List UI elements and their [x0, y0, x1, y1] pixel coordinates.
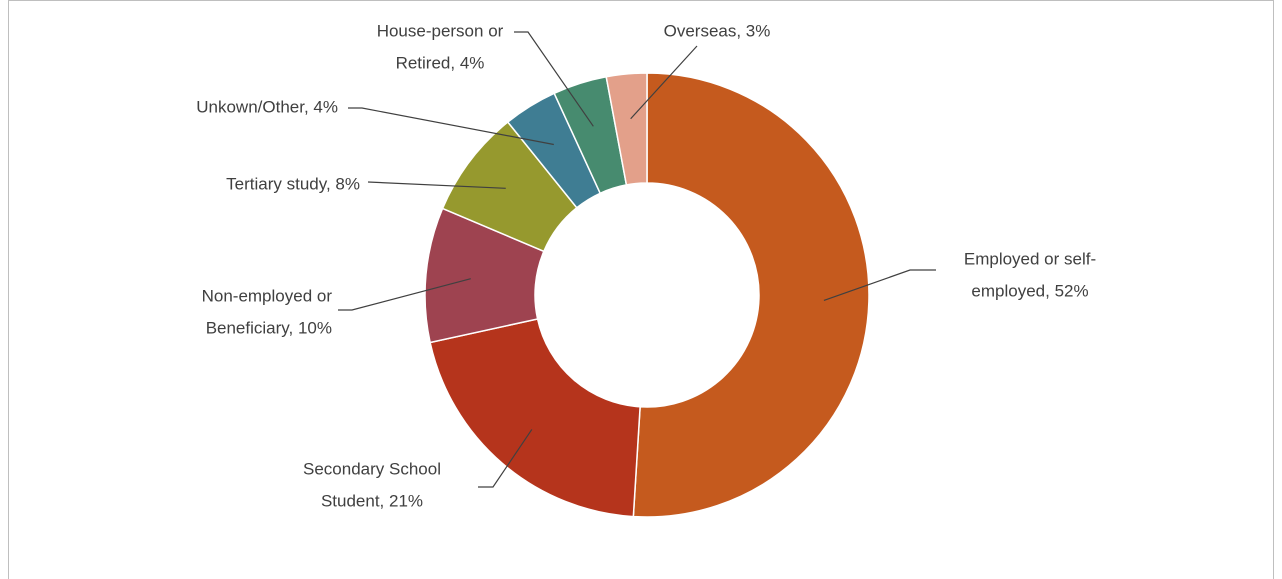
- data-label: Student, 21%: [321, 491, 423, 510]
- donut-slice: [605, 72, 648, 186]
- leader-line: [630, 45, 698, 120]
- leader-line: [478, 429, 533, 488]
- data-label: Secondary School: [303, 459, 441, 478]
- donut-slice: [632, 72, 870, 518]
- donut-slice: [429, 318, 641, 518]
- data-label: Unkown/Other, 4%: [196, 97, 338, 116]
- leader-line: [514, 31, 594, 127]
- leader-line: [823, 269, 936, 302]
- data-label: employed, 52%: [971, 281, 1088, 300]
- leader-line: [367, 181, 506, 189]
- data-label: Non-employed or: [202, 286, 333, 305]
- leader-line: [348, 107, 554, 146]
- data-label: Employed or self-: [964, 249, 1096, 268]
- data-label: House-person or: [377, 21, 504, 40]
- leader-line: [338, 278, 471, 311]
- data-label: Retired, 4%: [396, 53, 485, 72]
- data-label: Beneficiary, 10%: [206, 318, 332, 337]
- data-label: Tertiary study, 8%: [226, 174, 360, 193]
- data-label: Overseas, 3%: [664, 21, 771, 40]
